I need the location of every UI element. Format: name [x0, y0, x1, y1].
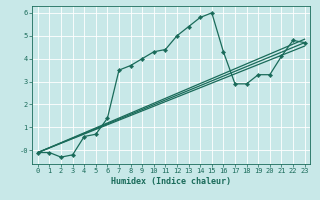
X-axis label: Humidex (Indice chaleur): Humidex (Indice chaleur)	[111, 177, 231, 186]
